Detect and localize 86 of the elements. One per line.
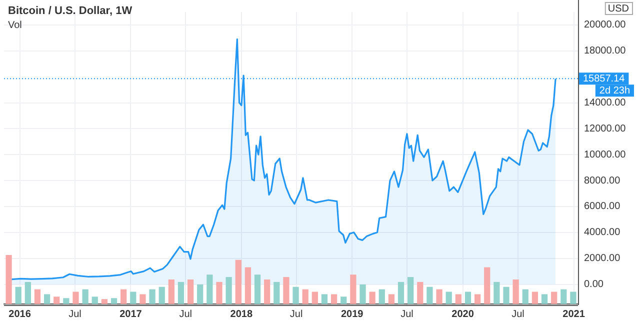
bar: [178, 282, 184, 304]
bar: [101, 299, 108, 304]
bar: [369, 292, 376, 304]
bar: [292, 286, 299, 304]
ref-line-label: 15857.14: [583, 73, 626, 84]
chart-title: Vol: [8, 20, 22, 31]
bar: [340, 296, 347, 304]
chart-title: Bitcoin / U.S. Dollar, 1W: [8, 5, 133, 18]
bar: [54, 296, 60, 304]
bar: [235, 260, 242, 304]
bar: [44, 294, 50, 304]
bar: [398, 282, 404, 304]
bar: [474, 294, 481, 304]
y-tick-label: 0.00: [584, 279, 604, 290]
bar: [455, 294, 462, 304]
bar: [168, 280, 174, 304]
bar: [244, 267, 252, 304]
bar: [254, 274, 261, 304]
y-axis-title: USD: [608, 3, 630, 14]
bar: [158, 286, 165, 304]
x-tick-label: 2020: [452, 308, 474, 320]
y-tick-label: 14000.00: [584, 98, 626, 108]
bar: [120, 289, 127, 304]
text: 2d 23h: [599, 85, 630, 96]
x-tick-label: Jul: [290, 308, 303, 320]
bar: [63, 298, 70, 304]
bar: [24, 282, 31, 304]
bar: [464, 292, 472, 304]
bar: [350, 274, 356, 304]
bar: [34, 289, 41, 304]
bar: [436, 289, 442, 304]
x-tick-label: 2017: [120, 308, 142, 320]
bar: [484, 267, 490, 304]
y-tick-label: 6000.00: [584, 201, 621, 212]
bar: [140, 294, 146, 304]
bar: [570, 292, 576, 304]
bar: [446, 292, 452, 304]
bar: [216, 282, 222, 304]
bar: [417, 282, 424, 304]
bar: [187, 280, 194, 304]
y-tick-label: 18000.00: [584, 46, 626, 57]
bar: [130, 292, 136, 304]
y-tick-label: 12000.00: [584, 123, 626, 134]
bar: [149, 289, 156, 304]
bar: [274, 282, 280, 304]
bar: [330, 294, 338, 304]
x-tick-label: Jul: [179, 308, 192, 320]
bar: [283, 277, 290, 304]
bar: [226, 277, 232, 304]
bar: [72, 292, 79, 304]
y-tick-label: 10000.00: [584, 149, 626, 160]
y-tick-label: 2000.00: [584, 253, 621, 264]
bar: [426, 286, 433, 304]
y-tick-label: 4000.00: [584, 227, 621, 238]
bar: [541, 294, 548, 304]
bar: [206, 274, 213, 304]
bar: [560, 289, 567, 304]
x-tick-label: Jul: [400, 308, 414, 320]
bar: [15, 286, 22, 304]
x-tick-label: Jul: [512, 308, 524, 320]
bar: [92, 296, 98, 304]
bar: [551, 292, 558, 304]
bar: [110, 298, 118, 304]
bar: [360, 284, 366, 304]
bar: [388, 294, 395, 304]
bar: [6, 255, 12, 304]
x-tick-label: 2016: [8, 308, 32, 320]
bar: [522, 289, 528, 304]
bar: [197, 284, 204, 304]
bar: [302, 289, 308, 304]
bar: [512, 280, 519, 304]
bar: [494, 282, 500, 304]
bar: [532, 292, 538, 304]
bar: [408, 277, 414, 304]
x-tick-label: 2018: [230, 308, 253, 320]
x-tick-label: Jul: [68, 308, 82, 320]
x-tick-label: 2021: [562, 308, 586, 320]
bar: [82, 289, 88, 304]
bar: [264, 280, 270, 304]
bar: [321, 294, 328, 304]
bar: [503, 286, 510, 304]
y-tick-label: 20000.00: [584, 20, 626, 31]
bar: [312, 292, 318, 304]
bar: [378, 289, 385, 304]
y-tick-label: 8000.00: [584, 175, 621, 186]
x-tick-label: 2019: [340, 308, 364, 320]
